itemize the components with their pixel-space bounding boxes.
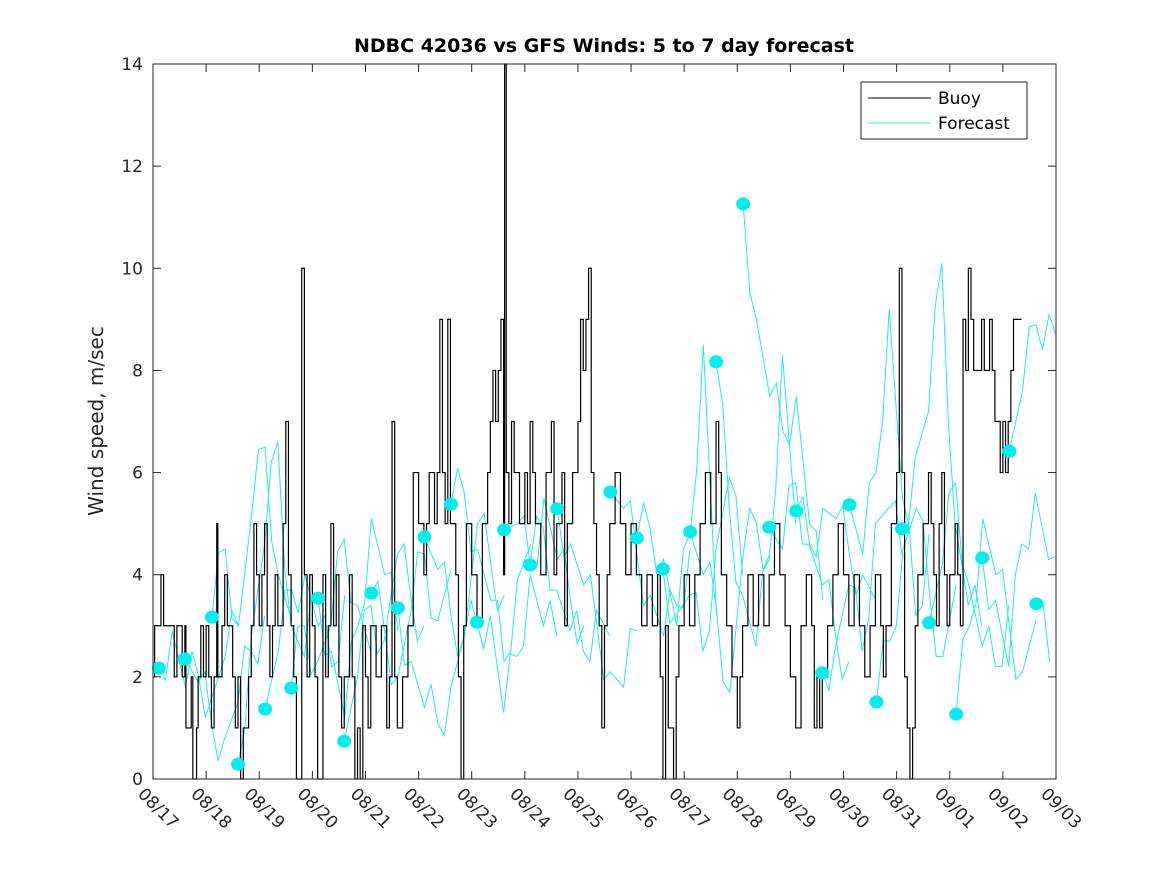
forecast-trace xyxy=(848,309,930,618)
forecast-trace xyxy=(317,518,399,718)
series-layer xyxy=(151,63,1057,780)
forecast-trace xyxy=(795,495,877,601)
forecast-trace xyxy=(901,263,983,626)
forecast-trace xyxy=(955,518,1037,715)
forecast-trace xyxy=(556,508,638,689)
y-tick-label: 4 xyxy=(132,566,143,586)
forecast-marker xyxy=(258,702,273,716)
y-tick-label: 12 xyxy=(121,157,143,177)
forecast-trace xyxy=(689,506,771,694)
forecast-marker xyxy=(762,520,777,534)
forecast-marker xyxy=(736,197,751,211)
forecast-trace xyxy=(821,499,903,693)
y-tick-label: 14 xyxy=(121,55,143,75)
forecast-trace xyxy=(476,574,558,713)
forecast-marker xyxy=(1002,444,1017,458)
forecast-marker xyxy=(869,695,884,709)
forecast-marker xyxy=(230,757,245,771)
forecast-marker xyxy=(470,615,485,629)
y-tick-label: 2 xyxy=(132,668,143,688)
forecast-trace xyxy=(529,514,611,663)
forecast-marker xyxy=(497,523,512,537)
forecast-marker xyxy=(364,586,379,600)
forecast-marker xyxy=(842,498,857,512)
forecast-trace xyxy=(768,482,850,682)
forecast-trace xyxy=(875,507,957,702)
forecast-marker xyxy=(523,558,538,572)
forecast-trace xyxy=(450,467,532,663)
forecast-trace xyxy=(928,481,1010,668)
forecast-marker xyxy=(550,502,565,516)
plot-frame xyxy=(152,63,1057,780)
forecast-marker xyxy=(922,616,937,630)
forecast-marker xyxy=(629,531,644,545)
forecast-trace xyxy=(981,492,1056,667)
y-tick-label: 10 xyxy=(121,259,143,279)
legend-label-forecast: Forecast xyxy=(938,114,1010,134)
forecast-marker xyxy=(417,530,432,544)
legend: Buoy Forecast xyxy=(860,81,1028,140)
forecast-marker xyxy=(337,734,352,748)
forecast-marker xyxy=(894,522,909,536)
forecast-trace xyxy=(636,344,718,626)
forecast-trace xyxy=(370,551,452,686)
forecast-trace xyxy=(503,498,585,646)
forecast-marker xyxy=(683,525,698,539)
forecast-trace xyxy=(715,355,797,647)
y-tick-label: 0 xyxy=(132,770,143,790)
forecast-marker xyxy=(311,591,326,605)
forecast-trace xyxy=(343,542,425,742)
y-axis: 0 2 4 6 8 10 12 14 xyxy=(121,55,1056,790)
forecast-marker xyxy=(177,652,192,666)
forecast-marker xyxy=(709,355,724,369)
y-axis-label: Wind speed, m/sec xyxy=(84,326,108,516)
chart-title: NDBC 42036 vs GFS Winds: 5 to 7 day fore… xyxy=(354,35,854,57)
forecast-marker xyxy=(975,551,990,565)
y-tick-label: 6 xyxy=(132,464,143,484)
forecast-marker xyxy=(815,666,830,680)
forecast-trace xyxy=(662,475,744,652)
forecast-marker xyxy=(390,601,405,615)
forecast-marker xyxy=(789,504,804,518)
forecast-marker xyxy=(284,681,299,695)
buoy-line xyxy=(153,63,1022,780)
forecast-trace xyxy=(609,491,691,637)
forecast-marker xyxy=(949,707,964,721)
forecast-marker xyxy=(603,485,618,499)
forecast-trace xyxy=(1008,314,1057,452)
legend-box xyxy=(860,81,1028,140)
forecast-trace xyxy=(742,203,824,601)
forecast-marker xyxy=(443,497,458,511)
forecast-marker xyxy=(1029,597,1044,611)
forecast-marker xyxy=(151,661,166,675)
legend-label-buoy: Buoy xyxy=(938,89,981,109)
y-tick-label: 8 xyxy=(132,361,143,381)
forecast-marker xyxy=(204,610,219,624)
forecast-marker xyxy=(655,562,670,576)
